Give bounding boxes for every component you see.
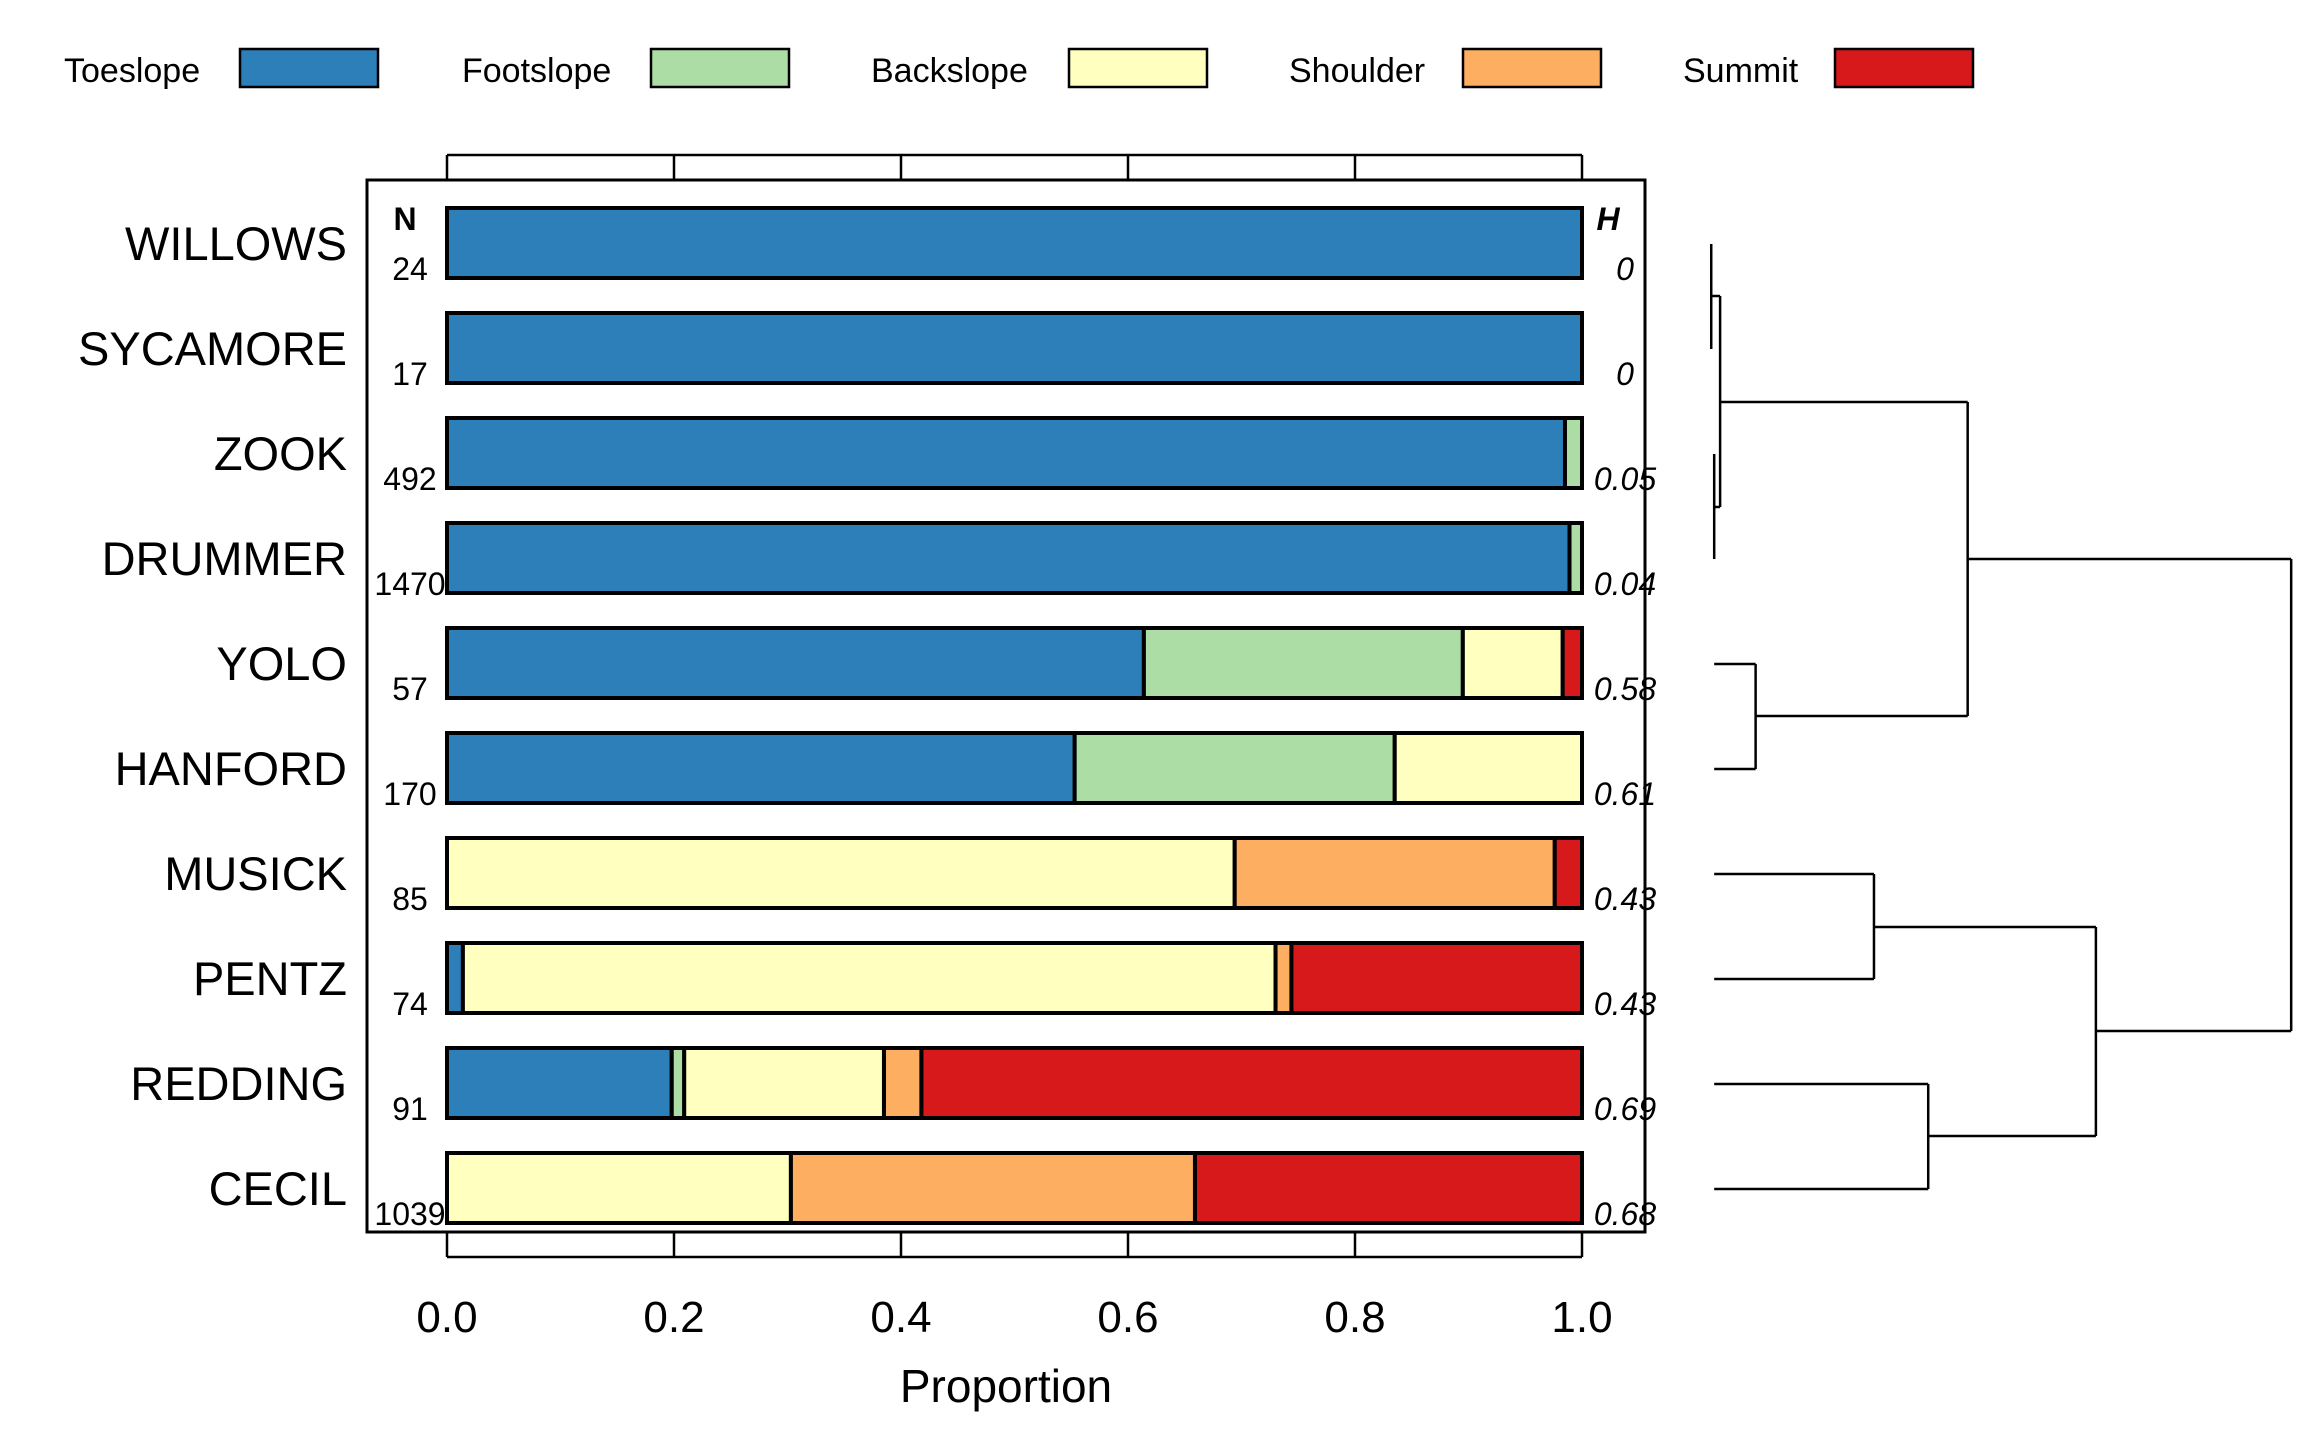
- bar-segment-zook-toeslope: [445, 416, 1567, 490]
- bar-row-hanford: HANFORD 170 0.61: [115, 731, 1656, 812]
- bar-segment-redding-shoulder: [881, 1046, 924, 1120]
- legend-swatch-footslope: [649, 47, 791, 89]
- n-label-yolo: 57: [392, 671, 428, 707]
- bar-segment-redding-toeslope: [445, 1046, 674, 1120]
- legend-swatch-backslope: [1067, 47, 1209, 89]
- row-label-hanford: HANFORD: [115, 742, 347, 795]
- bar-segment-pentz-toeslope: [445, 941, 465, 1015]
- legend: Toeslope Footslope Backslope Shoulder Summit: [64, 47, 1975, 90]
- x-tick-label-0: 0.0: [416, 1293, 477, 1342]
- bar-row-cecil: CECIL 1039 0.68: [209, 1151, 1656, 1232]
- n-label-cecil: 1039: [374, 1196, 445, 1232]
- x-tick-label-5: 1.0: [1551, 1293, 1612, 1342]
- n-label-drummer: 1470: [374, 566, 445, 602]
- row-label-drummer: DRUMMER: [102, 532, 347, 585]
- n-label-sycamore: 17: [392, 356, 428, 392]
- h-label-willows: 0: [1616, 251, 1634, 287]
- bar-segment-willows-toeslope: [445, 206, 1584, 280]
- bar-segment-drummer-footslope: [1567, 521, 1585, 595]
- n-label-hanford: 170: [383, 776, 436, 812]
- dendrogram: [1709, 244, 2293, 1191]
- bar-row-drummer: DRUMMER 1470 0.04: [102, 521, 1656, 602]
- row-label-yolo: YOLO: [216, 637, 347, 690]
- bar-row-willows: WILLOWS 24 0: [125, 206, 1634, 287]
- bar-segment-yolo-backslope: [1460, 626, 1565, 700]
- row-label-redding: REDDING: [130, 1057, 347, 1110]
- row-label-musick: MUSICK: [164, 847, 347, 900]
- bar-segment-hanford-toeslope: [445, 731, 1077, 805]
- n-label-redding: 91: [392, 1091, 428, 1127]
- bar-row-redding: REDDING 91 0.69: [130, 1046, 1656, 1127]
- n-label-pentz: 74: [392, 986, 428, 1022]
- row-label-pentz: PENTZ: [193, 952, 347, 1005]
- legend-swatch-shoulder: [1461, 47, 1603, 89]
- x-axis: 0.0 0.2 0.4 0.6 0.8 1.0: [416, 153, 1613, 1342]
- h-label-zook: 0.05: [1594, 461, 1656, 497]
- h-label-musick: 0.43: [1594, 881, 1656, 917]
- legend-label-summit: Summit: [1683, 52, 1799, 90]
- bar-segment-musick-shoulder: [1232, 836, 1557, 910]
- bar-segment-musick-backslope: [445, 836, 1237, 910]
- n-column-header: N: [393, 201, 416, 237]
- h-label-yolo: 0.58: [1594, 671, 1656, 707]
- h-label-redding: 0.69: [1594, 1091, 1656, 1127]
- h-column-header: H: [1596, 201, 1620, 237]
- h-label-drummer: 0.04: [1594, 566, 1656, 602]
- bar-segment-pentz-backslope: [460, 941, 1278, 1015]
- legend-label-footslope: Footslope: [462, 52, 611, 90]
- bar-segment-sycamore-toeslope: [445, 311, 1584, 385]
- bar-segment-pentz-summit: [1289, 941, 1584, 1015]
- bar-segment-cecil-backslope: [445, 1151, 793, 1225]
- x-axis-title: Proportion: [900, 1360, 1112, 1412]
- bar-segment-hanford-footslope: [1072, 731, 1397, 805]
- bar-segment-musick-summit: [1552, 836, 1585, 910]
- bar-row-zook: ZOOK 492 0.05: [214, 416, 1656, 497]
- legend-label-backslope: Backslope: [871, 52, 1028, 90]
- bar-segment-redding-backslope: [682, 1046, 886, 1120]
- bar-segment-cecil-summit: [1192, 1151, 1584, 1225]
- row-label-willows: WILLOWS: [125, 217, 347, 270]
- row-label-cecil: CECIL: [209, 1162, 347, 1215]
- x-tick-label-1: 0.2: [643, 1293, 704, 1342]
- x-tick-label-2: 0.4: [870, 1293, 931, 1342]
- h-label-sycamore: 0: [1616, 356, 1634, 392]
- bar-row-musick: MUSICK 85 0.43: [164, 836, 1656, 917]
- x-tick-label-3: 0.6: [1097, 1293, 1158, 1342]
- bar-row-yolo: YOLO 57 0.58: [216, 626, 1656, 707]
- h-label-hanford: 0.61: [1594, 776, 1656, 812]
- bar-row-pentz: PENTZ 74 0.43: [193, 941, 1656, 1022]
- n-label-willows: 24: [392, 251, 428, 287]
- bar-segment-cecil-shoulder: [788, 1151, 1197, 1225]
- legend-swatch-summit: [1833, 47, 1975, 89]
- bar-segment-zook-footslope: [1562, 416, 1584, 490]
- h-label-cecil: 0.68: [1594, 1196, 1656, 1232]
- legend-label-toeslope: Toeslope: [64, 52, 200, 90]
- bar-segment-yolo-summit: [1560, 626, 1584, 700]
- bar-segment-hanford-backslope: [1392, 731, 1584, 805]
- bar-segment-yolo-toeslope: [445, 626, 1146, 700]
- n-label-musick: 85: [392, 881, 428, 917]
- x-tick-label-4: 0.8: [1324, 1293, 1385, 1342]
- legend-label-shoulder: Shoulder: [1289, 52, 1425, 90]
- legend-swatch-toeslope: [238, 47, 380, 89]
- row-label-zook: ZOOK: [214, 427, 347, 480]
- bar-segment-yolo-footslope: [1141, 626, 1465, 700]
- n-label-zook: 492: [383, 461, 436, 497]
- bar-segment-drummer-toeslope: [445, 521, 1572, 595]
- bar-row-sycamore: SYCAMORE 17 0: [78, 311, 1634, 392]
- bar-segment-redding-summit: [919, 1046, 1584, 1120]
- plot-frame: [365, 178, 1647, 1234]
- row-label-sycamore: SYCAMORE: [78, 322, 347, 375]
- bar-segment-pentz-shoulder: [1273, 941, 1294, 1015]
- h-label-pentz: 0.43: [1594, 986, 1656, 1022]
